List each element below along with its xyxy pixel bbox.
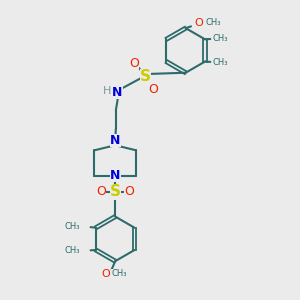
Text: O: O <box>124 185 134 198</box>
Text: O: O <box>148 83 158 96</box>
Text: CH₃: CH₃ <box>206 18 221 27</box>
Text: O: O <box>195 18 203 28</box>
Text: H: H <box>103 86 112 96</box>
Text: N: N <box>112 85 122 98</box>
Text: CH₃: CH₃ <box>213 34 228 43</box>
Text: O: O <box>101 268 110 279</box>
Text: S: S <box>140 69 151 84</box>
Text: CH₃: CH₃ <box>64 222 80 231</box>
Text: N: N <box>110 134 120 147</box>
Text: O: O <box>129 57 139 70</box>
Text: O: O <box>96 185 106 198</box>
Text: CH₃: CH₃ <box>64 246 80 255</box>
Text: N: N <box>110 169 120 182</box>
Text: S: S <box>110 184 121 200</box>
Text: CH₃: CH₃ <box>213 58 228 67</box>
Text: CH₃: CH₃ <box>111 269 127 278</box>
